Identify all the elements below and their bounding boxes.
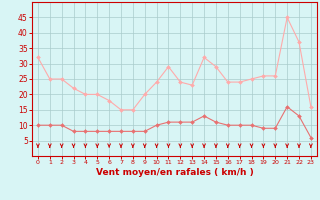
X-axis label: Vent moyen/en rafales ( km/h ): Vent moyen/en rafales ( km/h )	[96, 168, 253, 177]
